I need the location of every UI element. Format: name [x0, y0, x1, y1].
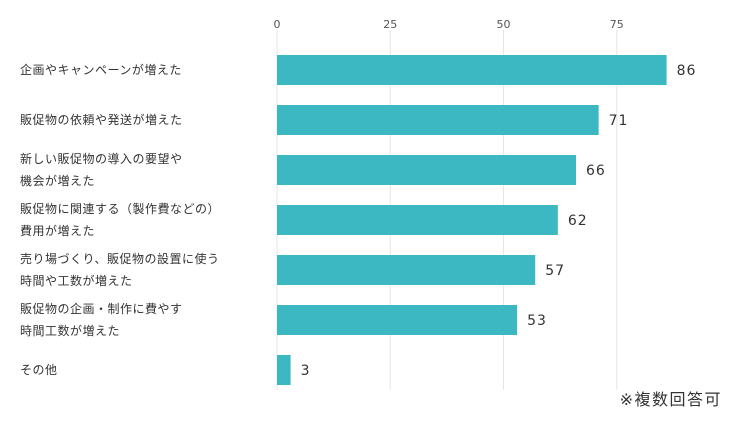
- category-label-5-line-1: 売り場づくり、販促物の設置に使う: [20, 251, 220, 266]
- category-label-1: 企画やキャンペーンが増えた: [20, 62, 182, 77]
- bar-value-labels: 86 71 66 62 57 53 3: [301, 63, 697, 379]
- x-axis-ticks: 0 25 50 75: [274, 18, 624, 31]
- value-label-1: 86: [677, 63, 697, 79]
- x-tick-label-75: 75: [610, 18, 624, 31]
- category-label-7: その他: [20, 363, 58, 377]
- bar-1: [277, 55, 667, 85]
- bar-5: [277, 255, 536, 285]
- category-label-6-line-1: 販促物の企画・制作に費やす: [20, 301, 183, 316]
- value-label-3: 66: [586, 163, 606, 179]
- bar-7: [277, 355, 291, 385]
- category-label-6-line-2: 時間工数が増えた: [20, 323, 120, 338]
- value-label-2: 71: [609, 113, 629, 129]
- footnote: ※複数回答可: [619, 390, 722, 409]
- category-label-2: 販促物の依頼や発送が増えた: [20, 112, 183, 127]
- value-label-4: 62: [568, 213, 588, 229]
- value-label-7: 3: [301, 363, 311, 379]
- value-label-5: 57: [545, 263, 565, 279]
- category-label-5-line-2: 時間や工数が増えた: [20, 273, 133, 288]
- bar-3: [277, 155, 576, 185]
- bar-6: [277, 305, 518, 335]
- chart-bars: [277, 55, 667, 385]
- category-labels: 企画やキャンペーンが増えた販促物の依頼や発送が増えた新しい販促物の導入の要望や機…: [20, 62, 220, 377]
- category-label-3-line-1: 新しい販促物の導入の要望や: [20, 151, 183, 166]
- x-tick-label-50: 50: [497, 18, 511, 31]
- category-label-4-line-1: 販促物に関連する（製作費などの）: [20, 201, 220, 216]
- bar-4: [277, 205, 558, 235]
- category-label-3-line-2: 機会が増えた: [20, 173, 95, 188]
- value-label-6: 53: [527, 313, 547, 329]
- category-label-4-line-2: 費用が増えた: [20, 223, 95, 238]
- x-tick-label-0: 0: [274, 18, 281, 31]
- x-tick-label-25: 25: [383, 18, 397, 31]
- bar-2: [277, 105, 599, 135]
